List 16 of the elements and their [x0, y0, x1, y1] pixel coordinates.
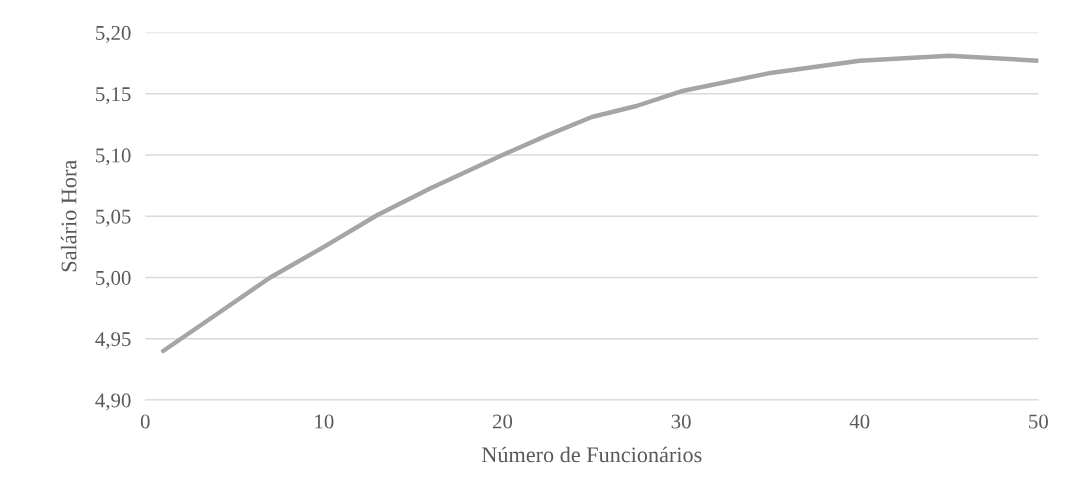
- line-series: [160, 53, 1039, 354]
- x-tick-label: 10: [315, 414, 334, 429]
- y-tick-label: 5,20: [96, 25, 131, 43]
- y-tick-label: 4,90: [95, 393, 131, 411]
- x-tick-label: 50: [1029, 414, 1048, 429]
- y-tick-label: 5,10: [96, 148, 131, 166]
- x-tick-label: 40: [849, 414, 870, 429]
- y-tick-label: 4,95: [95, 332, 131, 350]
- x-axis-title: Número de Funcionários: [481, 446, 702, 463]
- y-tick-label: 5,00: [96, 270, 131, 288]
- x-tick-label: 20: [492, 414, 513, 429]
- y-tick-label: 5,15: [96, 87, 131, 105]
- x-tick-label: 0: [140, 414, 150, 429]
- x-tick-label: 30: [671, 414, 691, 429]
- y-axis-title: Salário Hora: [60, 160, 77, 272]
- y-tick-label: 5,05: [96, 209, 131, 227]
